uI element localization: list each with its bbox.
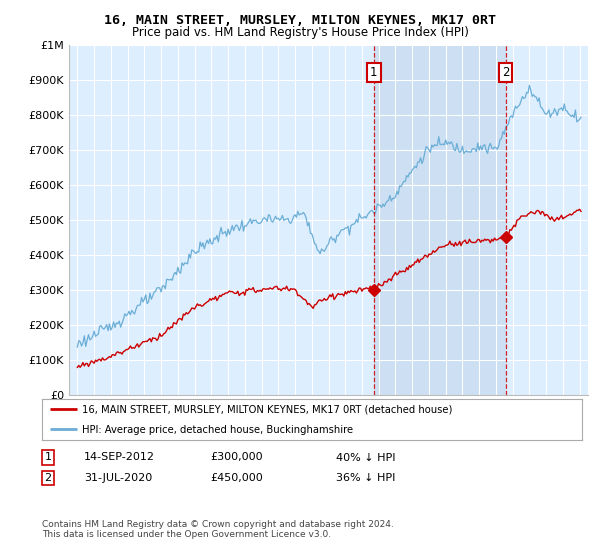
Bar [374,45,506,395]
Text: 1: 1 [44,452,52,463]
Text: 16, MAIN STREET, MURSLEY, MILTON KEYNES, MK17 0RT: 16, MAIN STREET, MURSLEY, MILTON KEYNES,… [104,14,496,27]
Text: 1: 1 [370,66,377,80]
Text: Price paid vs. HM Land Registry's House Price Index (HPI): Price paid vs. HM Land Registry's House … [131,26,469,39]
Text: 31-JUL-2020: 31-JUL-2020 [84,473,152,483]
Text: HPI: Average price, detached house, Buckinghamshire: HPI: Average price, detached house, Buck… [83,425,353,435]
Text: 2: 2 [44,473,52,483]
Text: 40% ↓ HPI: 40% ↓ HPI [336,452,395,463]
Text: £450,000: £450,000 [210,473,263,483]
Text: 36% ↓ HPI: 36% ↓ HPI [336,473,395,483]
Text: Contains HM Land Registry data © Crown copyright and database right 2024.
This d: Contains HM Land Registry data © Crown c… [42,520,394,539]
Text: £300,000: £300,000 [210,452,263,463]
Text: 2: 2 [502,66,509,80]
Text: 16, MAIN STREET, MURSLEY, MILTON KEYNES, MK17 0RT (detached house): 16, MAIN STREET, MURSLEY, MILTON KEYNES,… [83,405,453,415]
Text: 14-SEP-2012: 14-SEP-2012 [84,452,155,463]
